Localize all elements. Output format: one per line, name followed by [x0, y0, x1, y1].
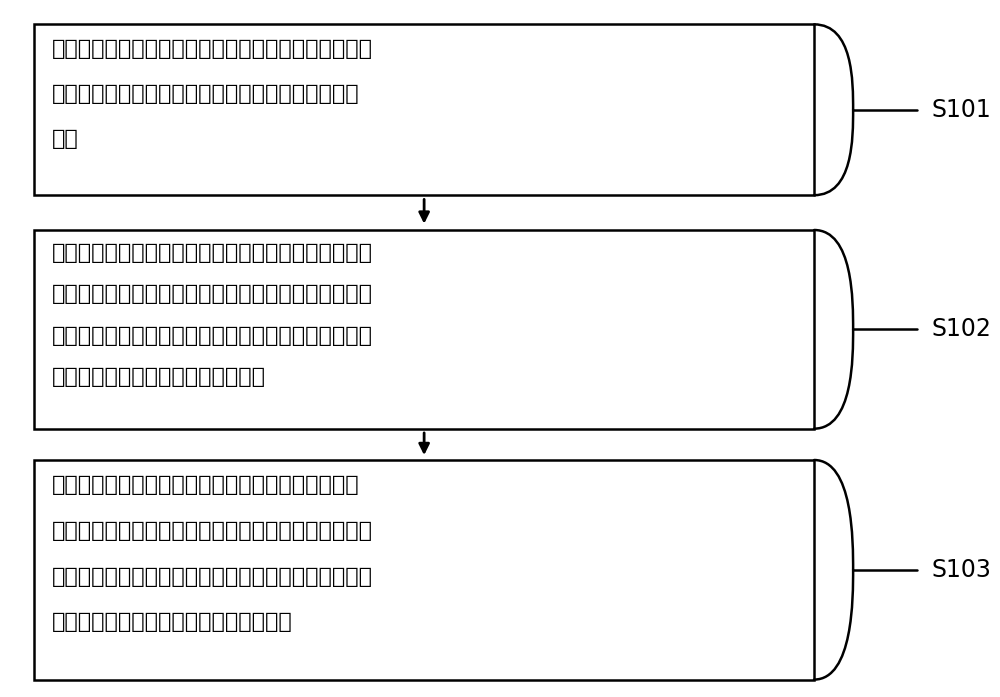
- Text: 表示信息；通过图神经网络来学习生成的这些表示，以: 表示信息；通过图神经网络来学习生成的这些表示，以: [52, 325, 373, 346]
- Text: 将有机分子结构通过图结构拓扑映射的方式转换成分子: 将有机分子结构通过图结构拓扑映射的方式转换成分子: [52, 39, 373, 59]
- Text: S102: S102: [931, 317, 991, 342]
- Text: 入。: 入。: [52, 129, 78, 149]
- Text: S103: S103: [931, 558, 991, 582]
- Text: 便于在图生成过程中进行各种决策。: 便于在图生成过程中进行各种决策。: [52, 367, 266, 387]
- Text: 图，并将分子图的嵌入表示作为图神经网络模型的输: 图，并将分子图的嵌入表示作为图神经网络模型的输: [52, 84, 359, 104]
- Bar: [34, 230, 814, 429]
- Bar: [34, 24, 814, 195]
- Text: 史图推导过程。最终生成的新型分子经过化学价效约束: 史图推导过程。最终生成的新型分子经过化学价效约束: [52, 567, 373, 587]
- Text: 式，添加到现有图中，该添加事件的概率取决于图的历: 式，添加到现有图中，该添加事件的概率取决于图的历: [52, 521, 373, 541]
- Text: S101: S101: [931, 98, 991, 122]
- Text: 确认，可以确保生成分子的化学有效性。: 确认，可以确保生成分子的化学有效性。: [52, 613, 292, 632]
- Text: 决策过程中，将新结构以符合有机分子化学规则的形: 决策过程中，将新结构以符合有机分子化学规则的形: [52, 475, 359, 495]
- Text: 上一步骤生成的分子图分布，包含学习其中节点和边的: 上一步骤生成的分子图分布，包含学习其中节点和边的: [52, 284, 373, 304]
- Bar: [34, 460, 814, 680]
- Text: 通过图神经网络模型，利用节点之间的消息传播，学习: 通过图神经网络模型，利用节点之间的消息传播，学习: [52, 243, 373, 263]
